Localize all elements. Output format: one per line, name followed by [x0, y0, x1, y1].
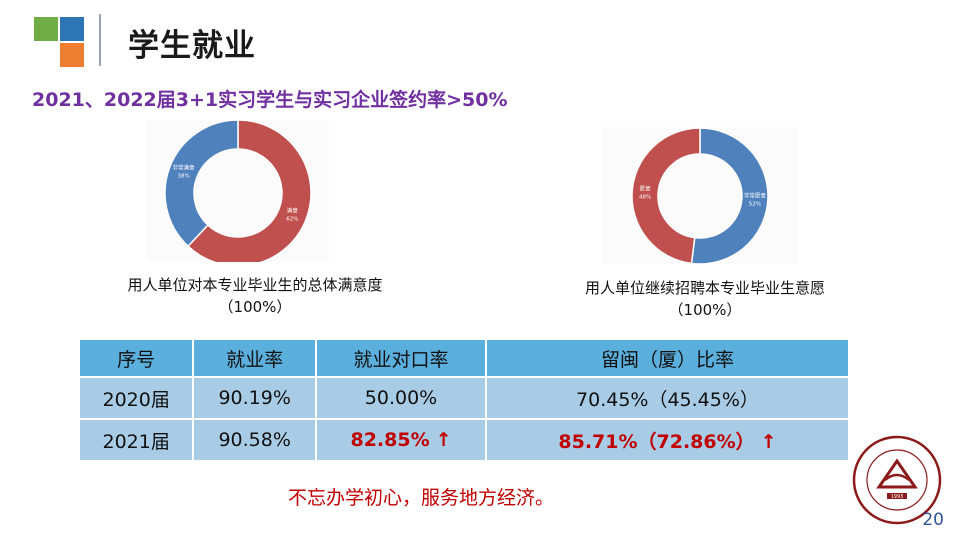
university-seal-icon: 1993 — [852, 435, 942, 525]
satisfaction-donut-chart: 满意 62% 非常满意 38% — [147, 119, 329, 267]
rehire-donut-chart: 非常愿意 52% 愿意 48% — [603, 127, 798, 265]
donut-slice — [186, 119, 312, 267]
donut-slice — [690, 127, 769, 265]
table-cell: 90.58% — [192, 418, 318, 462]
donut-slice-label: 38% — [177, 173, 189, 179]
highlight-value: 85.71%（72.86%） — [558, 430, 755, 453]
donut-slice-label: 52% — [749, 201, 761, 207]
satisfaction-caption: 用人单位对本专业毕业生的总体满意度 （100%） — [80, 274, 430, 318]
logo-blue-block — [60, 17, 84, 41]
subtitle: 2021、2022届3+1实习学生与实习企业签约率>50% — [32, 89, 508, 111]
donut-slice-label: 非常愿意 — [744, 191, 767, 199]
donut-slice — [164, 119, 239, 248]
university-emblem: 1993 — [852, 435, 942, 525]
rehire-caption-line2: （100%） — [668, 301, 742, 319]
page-number: 20 — [922, 510, 944, 530]
table-cell: 70.45%（45.45%） — [484, 376, 851, 420]
rehire-donut-svg: 非常愿意 52% 愿意 48% — [631, 127, 769, 265]
table-row: 2021届 90.58% 82.85% ↑ 85.71%（72.86%） ↑ — [77, 418, 851, 462]
svg-text:1993: 1993 — [891, 494, 904, 500]
donut-slice-label: 满意 — [287, 207, 299, 215]
table-cell: 2021届 — [77, 418, 195, 462]
satisfaction-caption-line1: 用人单位对本专业毕业生的总体满意度 — [127, 276, 383, 294]
donut-slice-label: 62% — [286, 217, 298, 223]
table-header-cell: 就业率 — [192, 338, 318, 378]
up-arrow-icon: ↑ — [760, 430, 777, 453]
table-cell-highlight: 82.85% ↑ — [315, 418, 487, 462]
donut-slice-label: 48% — [639, 195, 651, 201]
motto-text: 不忘办学初心，服务地方经济。 — [288, 487, 555, 509]
logo-green-block — [34, 17, 58, 41]
employment-table: 序号 就业率 就业对口率 留闽（厦）比率 2020届 90.19% 50.00%… — [77, 338, 851, 462]
logo-orange-block — [60, 43, 84, 67]
donut-slice-label: 非常满意 — [173, 163, 196, 171]
brand-logo-blocks — [34, 17, 86, 69]
table-row: 2020届 90.19% 50.00% 70.45%（45.45%） — [77, 376, 851, 420]
highlight-value: 82.85% — [350, 429, 430, 451]
rehire-caption-line1: 用人单位继续招聘本专业毕业生意愿 — [584, 279, 825, 297]
table-cell: 90.19% — [192, 376, 318, 420]
donut-slice — [631, 127, 701, 265]
up-arrow-icon: ↑ — [435, 429, 452, 451]
rehire-caption: 用人单位继续招聘本专业毕业生意愿 （100%） — [530, 277, 880, 321]
header-divider — [99, 14, 101, 66]
table-cell: 2020届 — [77, 376, 195, 420]
table-header-cell: 留闽（厦）比率 — [484, 338, 851, 378]
page-title: 学生就业 — [128, 28, 256, 64]
table-header-cell: 序号 — [77, 338, 195, 378]
table-cell-highlight: 85.71%（72.86%） ↑ — [484, 418, 851, 462]
donut-slice-label: 愿意 — [640, 185, 652, 193]
satisfaction-caption-line2: （100%） — [218, 298, 292, 316]
satisfaction-donut-svg: 满意 62% 非常满意 38% — [164, 119, 312, 267]
table-cell: 50.00% — [315, 376, 487, 420]
table-header-cell: 就业对口率 — [315, 338, 487, 378]
table-header-row: 序号 就业率 就业对口率 留闽（厦）比率 — [77, 338, 851, 378]
